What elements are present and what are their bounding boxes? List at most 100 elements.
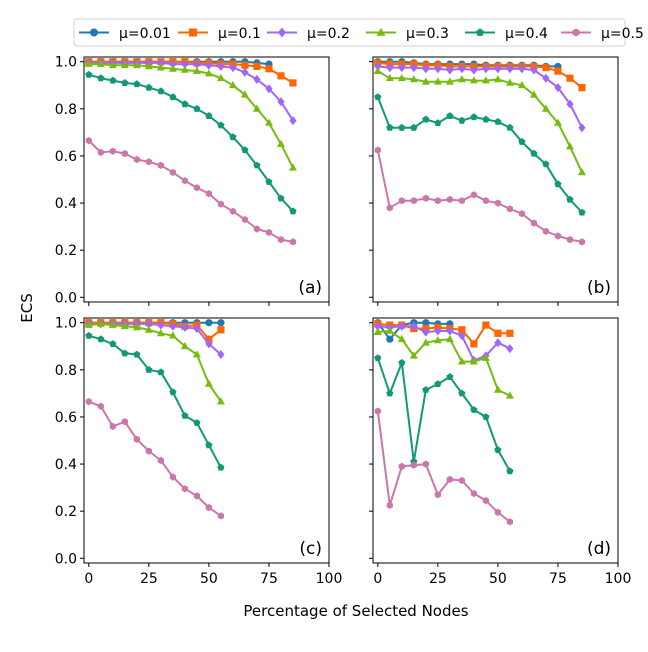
data-point xyxy=(482,197,489,205)
data-point xyxy=(109,76,117,84)
data-point xyxy=(458,476,465,485)
data-point xyxy=(470,340,478,348)
data-point xyxy=(181,100,189,108)
data-point xyxy=(97,335,105,343)
data-point xyxy=(518,138,526,145)
data-point xyxy=(493,385,502,393)
legend-item: μ=0.1 xyxy=(178,26,261,42)
data-point xyxy=(578,238,586,246)
data-point xyxy=(542,73,550,83)
data-point xyxy=(132,60,141,69)
data-point xyxy=(180,65,189,73)
data-point xyxy=(530,219,537,227)
data-point xyxy=(494,118,502,125)
data-point xyxy=(566,236,574,244)
legend-label: μ=0.4 xyxy=(505,26,548,42)
data-point xyxy=(373,66,382,74)
data-point xyxy=(410,63,418,73)
data-point xyxy=(133,80,141,88)
data-point xyxy=(446,326,454,336)
data-point xyxy=(470,113,478,121)
data-point xyxy=(494,329,502,337)
data-point xyxy=(205,112,213,119)
data-point xyxy=(217,512,224,520)
data-point xyxy=(542,227,550,235)
plot-frame xyxy=(372,56,619,303)
data-point xyxy=(386,335,394,343)
data-point xyxy=(409,351,418,359)
data-point xyxy=(109,422,116,430)
data-point xyxy=(157,87,165,95)
data-point xyxy=(422,460,429,468)
data-point xyxy=(133,435,140,443)
data-point xyxy=(217,200,224,208)
data-point xyxy=(554,118,562,126)
data-point xyxy=(506,329,514,337)
data-point xyxy=(289,207,297,215)
data-point xyxy=(542,160,550,168)
series-μ=0.3 xyxy=(373,326,514,399)
data-point xyxy=(156,329,165,337)
data-point xyxy=(241,67,249,77)
data-point xyxy=(217,73,225,82)
legend-label: μ=0.1 xyxy=(218,26,261,42)
data-point xyxy=(421,338,430,346)
legend-marker xyxy=(476,28,484,36)
data-point xyxy=(458,116,466,124)
data-point xyxy=(446,475,453,483)
data-point xyxy=(205,441,213,449)
series-μ=0.2 xyxy=(374,61,586,133)
data-point xyxy=(108,60,117,69)
data-point xyxy=(204,69,213,77)
data-point xyxy=(96,319,105,327)
panel-label: (c) xyxy=(299,539,322,559)
data-point xyxy=(180,341,189,350)
data-point xyxy=(193,184,200,192)
data-point xyxy=(397,334,406,343)
data-point xyxy=(217,463,225,471)
data-point xyxy=(410,321,418,331)
data-point xyxy=(386,63,394,73)
data-point xyxy=(169,168,176,176)
y-tick-label: 1.0 xyxy=(55,55,77,71)
series-line xyxy=(88,139,294,243)
plot-frame xyxy=(83,317,330,564)
data-point xyxy=(398,63,406,73)
data-point xyxy=(470,489,477,498)
data-point xyxy=(445,77,454,85)
data-point xyxy=(578,84,586,92)
data-point xyxy=(481,353,490,361)
data-point xyxy=(458,389,466,397)
data-point xyxy=(277,236,285,244)
data-point xyxy=(422,64,430,74)
data-point xyxy=(169,93,177,101)
data-point xyxy=(120,321,129,330)
data-point xyxy=(434,197,441,205)
plot-frame xyxy=(83,56,330,303)
data-point xyxy=(422,327,430,337)
data-point xyxy=(470,406,478,413)
data-point xyxy=(566,142,574,150)
y-tick-label: 0.6 xyxy=(55,410,77,426)
data-point xyxy=(374,407,381,415)
data-point xyxy=(144,325,153,333)
data-point xyxy=(494,508,501,516)
series-μ=0.5 xyxy=(85,398,224,520)
data-point xyxy=(85,70,93,78)
data-point xyxy=(85,137,92,145)
series-line xyxy=(88,61,294,122)
data-point xyxy=(169,473,176,481)
legend-frame xyxy=(73,18,626,47)
data-point xyxy=(530,149,538,157)
panel-b: (b) xyxy=(369,56,619,306)
data-point xyxy=(217,319,225,327)
series-μ=0.4 xyxy=(374,354,514,475)
data-point xyxy=(518,80,526,89)
data-point xyxy=(85,331,93,339)
data-point xyxy=(84,59,93,67)
data-point xyxy=(374,146,381,154)
data-point xyxy=(121,150,128,158)
data-point xyxy=(386,123,394,131)
data-point xyxy=(506,64,514,74)
data-point xyxy=(506,205,513,213)
